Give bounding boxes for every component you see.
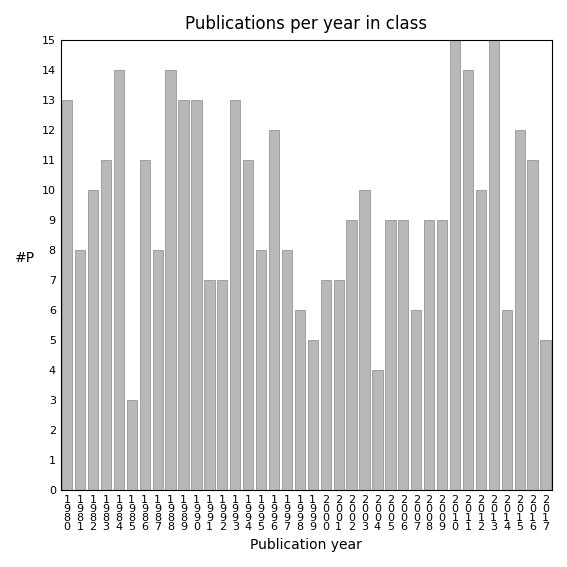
Bar — [153, 250, 163, 490]
Bar — [308, 340, 318, 490]
Bar — [476, 190, 486, 490]
Y-axis label: #P: #P — [15, 251, 35, 265]
Bar — [139, 160, 150, 490]
Bar — [204, 280, 214, 490]
Bar — [450, 40, 460, 490]
X-axis label: Publication year: Publication year — [251, 538, 362, 552]
Bar — [217, 280, 227, 490]
Bar — [373, 370, 383, 490]
Bar — [514, 130, 525, 490]
Bar — [527, 160, 538, 490]
Bar — [359, 190, 370, 490]
Bar — [191, 100, 202, 490]
Bar — [437, 220, 447, 490]
Bar — [243, 160, 253, 490]
Bar — [398, 220, 408, 490]
Bar — [540, 340, 551, 490]
Bar — [502, 310, 512, 490]
Bar — [114, 70, 124, 490]
Bar — [333, 280, 344, 490]
Bar — [166, 70, 176, 490]
Bar — [346, 220, 357, 490]
Bar — [101, 160, 111, 490]
Bar — [411, 310, 421, 490]
Bar — [463, 70, 473, 490]
Bar — [320, 280, 331, 490]
Bar — [295, 310, 305, 490]
Bar — [126, 400, 137, 490]
Bar — [62, 100, 73, 490]
Bar — [256, 250, 266, 490]
Bar — [489, 40, 499, 490]
Bar — [179, 100, 189, 490]
Title: Publications per year in class: Publications per year in class — [185, 15, 428, 33]
Bar — [269, 130, 279, 490]
Bar — [282, 250, 292, 490]
Bar — [230, 100, 240, 490]
Bar — [75, 250, 85, 490]
Bar — [424, 220, 434, 490]
Bar — [88, 190, 98, 490]
Bar — [385, 220, 396, 490]
